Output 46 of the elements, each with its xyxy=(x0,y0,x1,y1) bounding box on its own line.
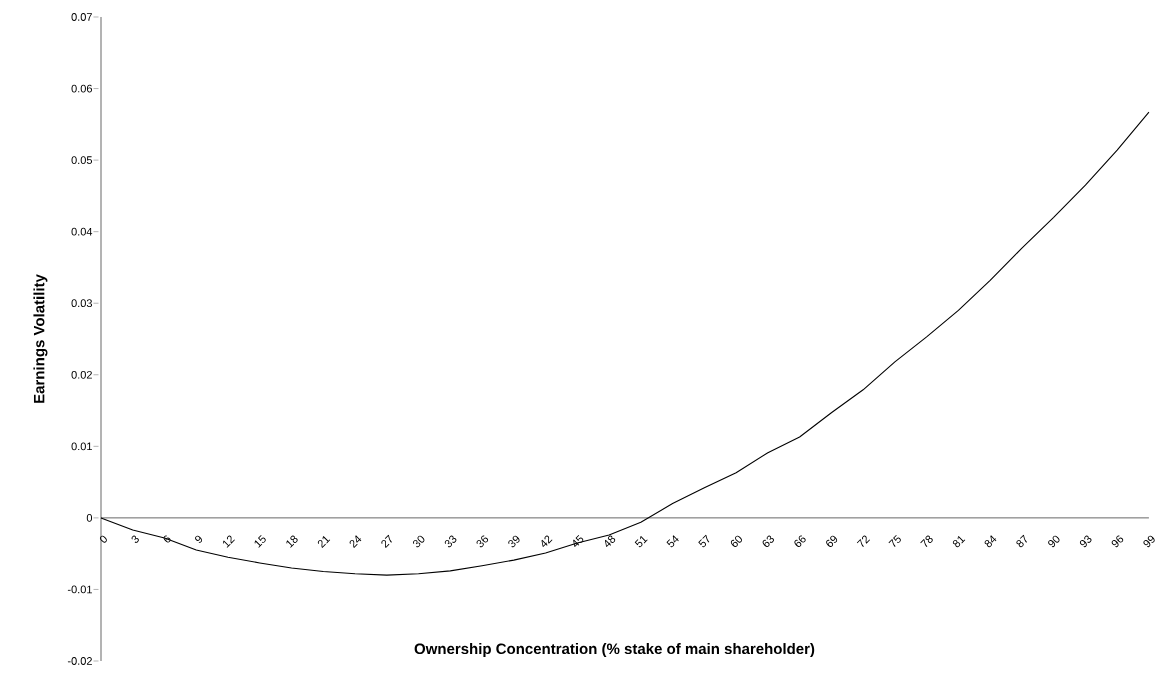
y-tick-label: 0 xyxy=(86,513,93,522)
x-tick-label: 39 xyxy=(508,535,520,548)
x-axis-title: Ownership Concentration (% stake of main shareholder) xyxy=(414,643,815,658)
x-tick-label: 81 xyxy=(952,536,966,548)
x-tick-label: 24 xyxy=(349,535,362,548)
y-tick-label: 0.03 xyxy=(71,299,92,308)
x-tick-label: 12 xyxy=(222,535,235,548)
x-tick-label: 6 xyxy=(163,535,171,543)
x-tick-label: 84 xyxy=(984,535,997,548)
x-tick-label: 57 xyxy=(698,534,710,548)
y-tick-label: 0.02 xyxy=(71,370,92,379)
x-tick-label: 66 xyxy=(794,535,806,547)
x-tick-label: 0 xyxy=(99,535,107,543)
x-tick-label: 54 xyxy=(666,535,679,548)
x-tick-label: 72 xyxy=(856,535,871,548)
y-tick-label: -0.02 xyxy=(67,657,92,665)
x-tick-label: 9 xyxy=(195,535,203,543)
x-tick-label: 99 xyxy=(1143,535,1155,548)
y-tick-label: 0.05 xyxy=(71,156,93,165)
x-tick-label: 42 xyxy=(541,535,553,547)
x-tick-label: 15 xyxy=(254,534,266,548)
x-tick-label: 60 xyxy=(730,535,742,547)
y-tick-label: 0.07 xyxy=(71,13,92,21)
x-tick-label: 48 xyxy=(604,535,616,547)
x-tick-label: 78 xyxy=(920,535,933,547)
x-tick-label: 75 xyxy=(888,534,901,547)
x-tick-label: 69 xyxy=(826,535,838,547)
x-tick-label: 93 xyxy=(1079,535,1092,548)
y-tick-label: 0.06 xyxy=(71,84,92,93)
x-tick-label: 3 xyxy=(131,535,139,543)
x-tick-label: 21 xyxy=(317,536,331,548)
y-axis-title: Earnings Volatility xyxy=(33,274,48,403)
x-tick-label: 27 xyxy=(381,534,392,548)
x-tick-label: 45 xyxy=(573,534,584,547)
x-tick-label: 87 xyxy=(1016,534,1027,548)
x-tick-label: 51 xyxy=(634,536,648,548)
y-tick-label: 0.01 xyxy=(71,442,92,451)
x-tick-label: 63 xyxy=(762,535,774,547)
x-tick-label: 30 xyxy=(413,535,425,548)
y-tick-label: -0.01 xyxy=(67,585,92,594)
y-tick-label: 0.04 xyxy=(71,227,93,236)
x-tick-label: 96 xyxy=(1111,535,1124,548)
x-tick-label: 18 xyxy=(286,535,298,548)
x-tick-label: 36 xyxy=(476,535,489,548)
x-tick-label: 33 xyxy=(444,535,457,548)
x-tick-label: 90 xyxy=(1048,535,1060,548)
